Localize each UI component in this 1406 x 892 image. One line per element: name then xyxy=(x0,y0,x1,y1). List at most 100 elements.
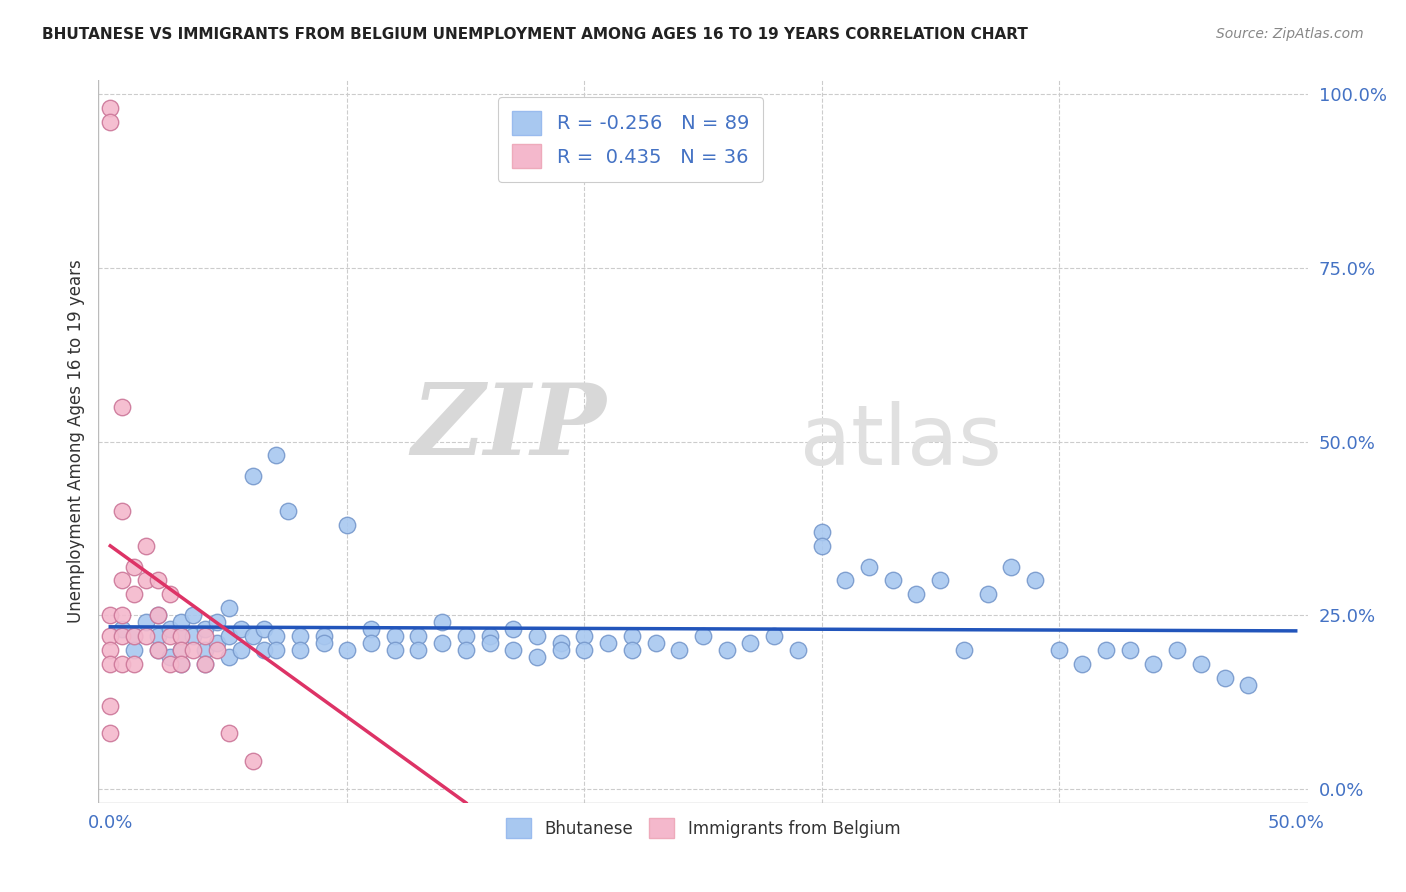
Point xyxy=(408,643,430,657)
Point xyxy=(242,754,264,768)
Point xyxy=(277,504,299,518)
Y-axis label: Unemployment Among Ages 16 to 19 years: Unemployment Among Ages 16 to 19 years xyxy=(66,260,84,624)
Point xyxy=(98,629,121,643)
Point xyxy=(229,622,252,636)
Point xyxy=(159,622,181,636)
Point xyxy=(740,636,762,650)
Point xyxy=(360,636,382,650)
Point xyxy=(644,636,666,650)
Point xyxy=(336,643,359,657)
Point xyxy=(1095,643,1118,657)
Point xyxy=(1142,657,1164,671)
Point xyxy=(526,629,548,643)
Point xyxy=(111,400,134,414)
Point xyxy=(98,115,121,129)
Point xyxy=(135,629,157,643)
Point xyxy=(98,657,121,671)
Legend: Bhutanese, Immigrants from Belgium: Bhutanese, Immigrants from Belgium xyxy=(499,812,907,845)
Point xyxy=(952,643,974,657)
Point xyxy=(122,643,145,657)
Point xyxy=(810,524,832,539)
Point xyxy=(312,629,335,643)
Point xyxy=(1189,657,1212,671)
Point xyxy=(288,629,311,643)
Text: Source: ZipAtlas.com: Source: ZipAtlas.com xyxy=(1216,27,1364,41)
Point xyxy=(242,469,264,483)
Point xyxy=(218,601,240,615)
Point xyxy=(1047,643,1070,657)
Point xyxy=(205,636,228,650)
Point xyxy=(146,643,169,657)
Point xyxy=(170,657,193,671)
Point xyxy=(502,622,524,636)
Point xyxy=(454,643,477,657)
Point xyxy=(194,622,217,636)
Point xyxy=(253,643,276,657)
Point xyxy=(194,657,217,671)
Point xyxy=(288,643,311,657)
Point xyxy=(905,587,928,601)
Point xyxy=(194,657,217,671)
Point xyxy=(194,643,217,657)
Point xyxy=(242,629,264,643)
Point xyxy=(98,101,121,115)
Point xyxy=(146,574,169,588)
Point xyxy=(111,622,134,636)
Point xyxy=(146,629,169,643)
Text: ZIP: ZIP xyxy=(412,379,606,475)
Point xyxy=(170,629,193,643)
Point xyxy=(384,643,406,657)
Point xyxy=(111,608,134,623)
Point xyxy=(111,657,134,671)
Point xyxy=(1237,678,1260,692)
Point xyxy=(1119,643,1142,657)
Point xyxy=(122,559,145,574)
Point xyxy=(111,629,134,643)
Point xyxy=(170,657,193,671)
Point xyxy=(620,629,643,643)
Point xyxy=(159,629,181,643)
Point xyxy=(454,629,477,643)
Point xyxy=(146,608,169,623)
Point xyxy=(408,629,430,643)
Point xyxy=(170,629,193,643)
Point xyxy=(336,517,359,532)
Point xyxy=(550,643,572,657)
Point xyxy=(253,622,276,636)
Point xyxy=(159,649,181,664)
Point xyxy=(882,574,904,588)
Point xyxy=(550,636,572,650)
Point xyxy=(159,657,181,671)
Point xyxy=(111,574,134,588)
Point xyxy=(929,574,952,588)
Point xyxy=(122,587,145,601)
Point xyxy=(205,643,228,657)
Point xyxy=(170,643,193,657)
Point xyxy=(170,643,193,657)
Point xyxy=(1000,559,1022,574)
Point xyxy=(1166,643,1188,657)
Point xyxy=(264,449,287,463)
Point xyxy=(159,587,181,601)
Point xyxy=(620,643,643,657)
Point xyxy=(1213,671,1236,685)
Point xyxy=(146,643,169,657)
Point xyxy=(432,636,454,650)
Point xyxy=(360,622,382,636)
Point xyxy=(98,643,121,657)
Point xyxy=(181,629,204,643)
Point xyxy=(384,629,406,643)
Point xyxy=(432,615,454,630)
Point xyxy=(205,615,228,630)
Point xyxy=(976,587,998,601)
Point xyxy=(526,649,548,664)
Point xyxy=(170,615,193,630)
Point xyxy=(786,643,808,657)
Point xyxy=(218,649,240,664)
Point xyxy=(692,629,714,643)
Point xyxy=(122,657,145,671)
Point xyxy=(122,629,145,643)
Point xyxy=(264,629,287,643)
Point xyxy=(1024,574,1046,588)
Text: BHUTANESE VS IMMIGRANTS FROM BELGIUM UNEMPLOYMENT AMONG AGES 16 TO 19 YEARS CORR: BHUTANESE VS IMMIGRANTS FROM BELGIUM UNE… xyxy=(42,27,1028,42)
